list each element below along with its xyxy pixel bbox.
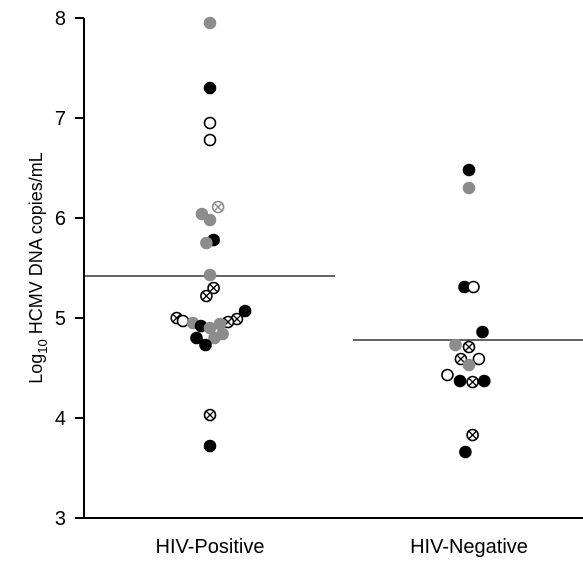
data-point-marker xyxy=(199,338,212,352)
data-point-cross xyxy=(232,314,242,324)
data-point-black xyxy=(203,81,217,95)
data-point-marker xyxy=(462,163,476,177)
data-point-cross xyxy=(205,410,215,420)
data-point-cross xyxy=(172,313,181,323)
data-point-marker xyxy=(203,116,217,130)
data-point-black xyxy=(459,445,472,459)
y-tick-label: 6 xyxy=(55,208,66,230)
y-axis-label-prefix: Log xyxy=(26,354,46,384)
data-points xyxy=(170,16,491,459)
y-tick-label: 7 xyxy=(55,108,66,130)
data-point-marker xyxy=(200,236,213,250)
data-point-marker xyxy=(176,314,190,328)
data-point-crossed-gray xyxy=(211,200,225,214)
data-point-cross xyxy=(468,377,477,387)
data-point-black xyxy=(477,374,491,388)
data-point-cross xyxy=(202,291,211,301)
data-point-gray xyxy=(462,181,476,195)
data-point-gray xyxy=(203,16,217,30)
data-point-open xyxy=(472,352,486,366)
data-point-black xyxy=(203,439,217,453)
data-point-marker xyxy=(453,374,467,388)
data-point-gray xyxy=(462,358,476,372)
data-point-crossed xyxy=(203,408,217,422)
data-point-marker xyxy=(238,304,252,318)
data-point-marker xyxy=(203,268,217,282)
data-point-open xyxy=(441,368,454,382)
data-point-cross xyxy=(213,202,223,212)
data-point-marker xyxy=(203,439,217,453)
data-point-marker xyxy=(190,331,203,345)
data-point-cross xyxy=(456,354,466,364)
axes xyxy=(83,18,583,519)
data-point-marker xyxy=(208,331,221,345)
median-lines xyxy=(85,275,583,341)
data-point-marker xyxy=(467,280,480,294)
data-point-gray xyxy=(203,213,217,227)
data-point-gray xyxy=(208,331,221,345)
data-point-crossed xyxy=(207,281,220,295)
x-category-label: HIV-Negative xyxy=(410,536,528,558)
data-point-crossed xyxy=(200,289,213,303)
data-point-gray xyxy=(200,236,213,250)
data-point-cross xyxy=(464,342,474,352)
y-axis-label-suffix: HCMV DNA copies/mL xyxy=(26,152,46,339)
data-point-open xyxy=(203,133,217,147)
data-point-marker xyxy=(203,16,217,30)
data-point-black xyxy=(238,304,252,318)
data-point-crossed xyxy=(466,375,479,389)
x-category-label: HIV-Positive xyxy=(156,536,265,558)
data-point-marker xyxy=(449,338,462,352)
data-point-marker xyxy=(462,358,476,372)
y-tick-label: 3 xyxy=(55,508,66,530)
data-point-gray xyxy=(449,338,462,352)
data-point-cross xyxy=(468,430,477,440)
data-point-marker xyxy=(203,133,217,147)
data-point-cross xyxy=(209,283,218,293)
data-point-black xyxy=(453,374,467,388)
y-tick-label: 5 xyxy=(55,308,66,330)
data-point-open xyxy=(467,280,480,294)
data-point-marker xyxy=(472,352,486,366)
data-point-crossed xyxy=(462,340,476,354)
data-point-crossed xyxy=(466,428,479,442)
data-point-marker xyxy=(459,445,472,459)
y-axis-label: Log10 HCMV DNA copies/mL xyxy=(26,152,50,384)
y-tick-label: 4 xyxy=(55,408,66,430)
data-point-black xyxy=(199,338,212,352)
data-point-black xyxy=(190,331,203,345)
y-ticks: 3 4 5 6 7 8 xyxy=(55,8,84,530)
x-category-labels: HIV-Positive HIV-Negative xyxy=(156,536,528,558)
data-point-gray xyxy=(203,268,217,282)
data-point-marker xyxy=(477,374,491,388)
data-point-gray xyxy=(203,321,217,335)
data-point-marker xyxy=(203,321,217,335)
y-tick-label: 8 xyxy=(55,8,66,30)
data-point-black xyxy=(462,163,476,177)
data-point-marker xyxy=(476,325,489,339)
data-point-marker xyxy=(441,368,454,382)
y-axis-label-subscript: 10 xyxy=(35,339,50,353)
data-point-marker xyxy=(203,81,217,95)
data-point-black xyxy=(476,325,489,339)
data-point-marker xyxy=(462,181,476,195)
data-point-marker xyxy=(203,213,217,227)
data-point-open xyxy=(203,116,217,130)
data-point-open xyxy=(176,314,190,328)
